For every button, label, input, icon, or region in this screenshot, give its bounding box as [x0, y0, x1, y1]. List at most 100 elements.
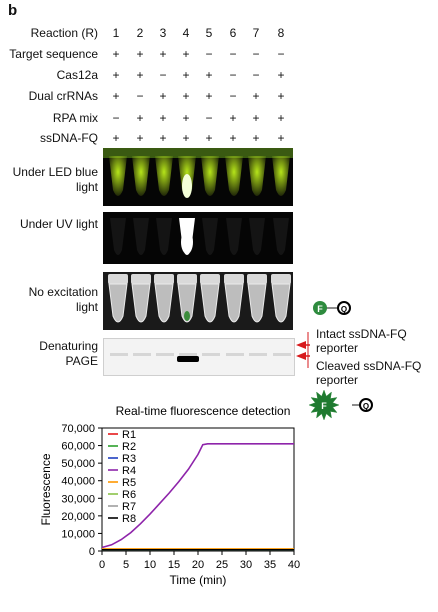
intact-label: Intact ssDNA-FQ reporter — [316, 327, 407, 355]
table-cell: − — [205, 111, 213, 125]
legend-entry: R1 — [122, 429, 136, 441]
uv-tube — [273, 218, 289, 255]
noex-tubes-svg — [108, 274, 291, 323]
table-cell: + — [136, 131, 144, 145]
noex-tube — [131, 283, 151, 323]
table-cell: + — [112, 68, 120, 82]
led-tube — [132, 156, 150, 196]
table-cell: − — [229, 68, 237, 82]
legend-entry: R2 — [122, 441, 136, 453]
noex-cap — [247, 274, 267, 284]
cleaved-fluorophore-burst-icon — [308, 389, 340, 421]
row-label: RPA mix — [52, 111, 98, 125]
noex-tube-tint — [184, 311, 190, 321]
x-tick-label: 30 — [240, 559, 252, 571]
noex-label: No excitation light — [28, 285, 98, 314]
y-tick-label: 20,000 — [61, 511, 95, 523]
y-tick-label: 30,000 — [61, 493, 95, 505]
chart-title: Real-time fluorescence detection — [116, 404, 291, 418]
gel-faint-band — [179, 353, 197, 356]
table-cell: + — [205, 131, 213, 145]
legend-entry: R8 — [122, 513, 136, 525]
uv-tube — [249, 218, 265, 255]
cleaved-q-letter: Q — [363, 402, 369, 411]
table-cell: − — [136, 89, 144, 103]
table-cell: + — [136, 68, 144, 82]
y-tick-label: 70,000 — [61, 423, 95, 435]
row-label: Dual crRNAs — [28, 89, 98, 103]
noex-tube — [247, 283, 267, 323]
uv-tube — [226, 218, 242, 255]
noex-tube — [224, 283, 244, 323]
row-label: Target sequence — [9, 47, 98, 61]
reporter-schematic: F Q F Q — [296, 301, 373, 421]
table-cell: + — [205, 89, 213, 103]
legend-entry: R7 — [122, 501, 136, 513]
led-tube — [155, 156, 173, 196]
table-cell: − — [229, 47, 237, 61]
row-label: Cas12a — [56, 68, 98, 82]
table-header-label: Reaction (R) — [30, 26, 98, 40]
noex-tube — [200, 283, 220, 323]
gel-faint-band — [110, 353, 128, 356]
table-cell: − — [205, 47, 213, 61]
y-tick-label: 10,000 — [61, 528, 95, 540]
column-number: 6 — [229, 26, 237, 40]
x-tick-label: 10 — [144, 559, 156, 571]
table-cell: − — [277, 47, 285, 61]
uv-label: Under UV light — [19, 217, 98, 231]
noex-cap — [108, 274, 128, 284]
x-tick-label: 0 — [99, 559, 105, 571]
led-tube — [248, 156, 266, 196]
table-cell: + — [182, 111, 190, 125]
cleaved-quencher-icon — [359, 398, 373, 412]
noex-tube — [154, 283, 174, 323]
table-cell: + — [112, 47, 120, 61]
y-tick-label: 0 — [89, 546, 95, 558]
x-tick-label: 5 — [123, 559, 129, 571]
table-cell: + — [277, 111, 285, 125]
noex-cap — [177, 274, 197, 284]
cleaved-arrow-icon — [296, 352, 306, 360]
intact-f-letter: F — [317, 304, 323, 314]
gel-faint-band — [133, 353, 151, 356]
noex-tube — [271, 283, 291, 323]
noex-cap — [200, 274, 220, 284]
noex-cap — [131, 274, 151, 284]
table-cell: + — [277, 89, 285, 103]
uv-tubes-svg — [110, 218, 289, 255]
y-axis-label: Fluorescence — [39, 453, 53, 525]
table-cell: + — [159, 89, 167, 103]
y-tick-label: 40,000 — [61, 476, 95, 488]
led-tube — [225, 156, 243, 196]
row-label: ssDNA-FQ — [40, 131, 98, 145]
noex-tube — [177, 283, 197, 323]
table-cell: + — [229, 131, 237, 145]
table-cell: + — [277, 131, 285, 145]
gel-faint-band — [226, 353, 244, 356]
gel-bands-svg — [110, 353, 291, 362]
gel-faint-band — [273, 353, 291, 356]
table-cell: + — [159, 131, 167, 145]
led-cap-band — [103, 148, 293, 158]
table-cell: − — [252, 68, 260, 82]
cleaved-label: Cleaved ssDNA-FQ reporter — [316, 359, 422, 387]
led-tube — [272, 156, 290, 196]
intact-quencher-icon — [337, 301, 351, 315]
legend-entry: R5 — [122, 477, 136, 489]
table-cell: + — [136, 111, 144, 125]
table-cell: + — [205, 68, 213, 82]
table-cell: − — [229, 89, 237, 103]
table-cell: + — [159, 111, 167, 125]
column-number: 3 — [159, 26, 167, 40]
uv-tube — [202, 218, 218, 255]
table-cell: + — [182, 89, 190, 103]
noex-tube — [108, 283, 128, 323]
table-cell: + — [252, 111, 260, 125]
column-number: 7 — [252, 26, 260, 40]
gel-cleaved-band — [177, 356, 199, 362]
x-tick-label: 40 — [288, 559, 300, 571]
led-tube-bright — [182, 174, 192, 198]
table-cell: + — [159, 47, 167, 61]
table-cell: + — [182, 68, 190, 82]
